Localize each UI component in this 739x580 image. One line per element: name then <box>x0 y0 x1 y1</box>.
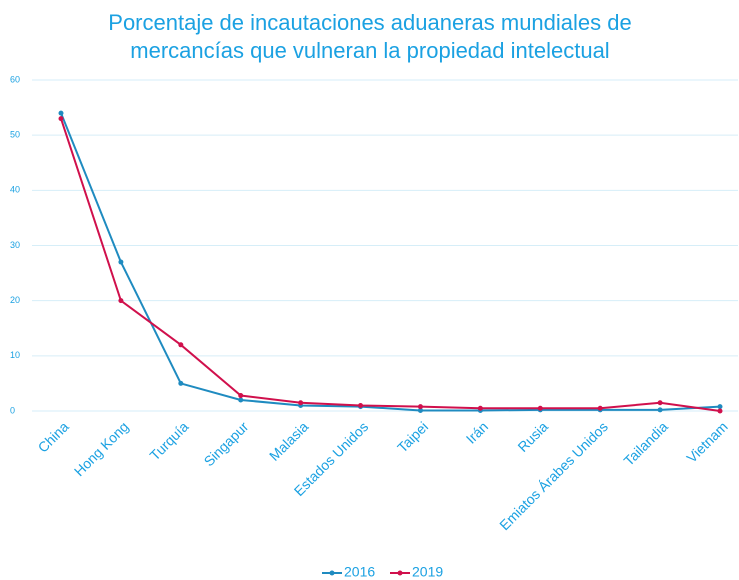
point <box>417 404 423 410</box>
x-tick-label: China <box>35 418 72 455</box>
y-tick-label: 40 <box>10 185 20 195</box>
x-tick-label: Emiatos Árabes Unidos <box>496 418 611 533</box>
point <box>118 259 124 265</box>
y-tick-label: 0 <box>10 405 15 415</box>
point <box>477 405 483 411</box>
point <box>417 407 423 413</box>
point <box>657 400 663 406</box>
x-tick-label: Singapur <box>201 418 252 469</box>
point <box>58 116 64 122</box>
y-tick-label: 10 <box>10 350 20 360</box>
line <box>60 112 721 412</box>
legend-label: 2019 <box>412 564 443 580</box>
x-tick-label: Vietnam <box>683 418 730 465</box>
point <box>717 404 723 410</box>
legend-marker <box>329 570 335 576</box>
y-tick-label: 60 <box>10 74 20 84</box>
y-tick-label: 50 <box>10 130 20 140</box>
x-tick-label: Turquía <box>146 418 191 463</box>
point <box>178 380 184 386</box>
line <box>60 118 721 412</box>
y-tick-label: 30 <box>10 240 20 250</box>
legend-label: 2016 <box>344 564 375 580</box>
point <box>537 405 543 411</box>
legend-marker <box>397 570 403 576</box>
x-tick-label: Rusia <box>514 418 551 455</box>
x-tick-label: Malasia <box>266 418 312 464</box>
point <box>58 110 64 116</box>
point <box>118 298 124 304</box>
point <box>298 400 304 406</box>
x-tick-label: Irán <box>463 418 491 446</box>
point <box>597 405 603 411</box>
point <box>238 393 244 399</box>
y-tick-label: 20 <box>10 295 20 305</box>
point <box>657 407 663 413</box>
chart-title: mercancías que vulneran la propiedad int… <box>130 38 609 63</box>
point <box>178 342 184 348</box>
x-tick-label: Tailandia <box>620 418 671 469</box>
x-tick-label: Taipei <box>394 418 431 455</box>
point <box>717 408 723 414</box>
x-tick-label: Hong Kong <box>71 418 132 479</box>
point <box>238 397 244 403</box>
chart-title: Porcentaje de incautaciones aduaneras mu… <box>108 10 631 35</box>
point <box>358 402 364 408</box>
